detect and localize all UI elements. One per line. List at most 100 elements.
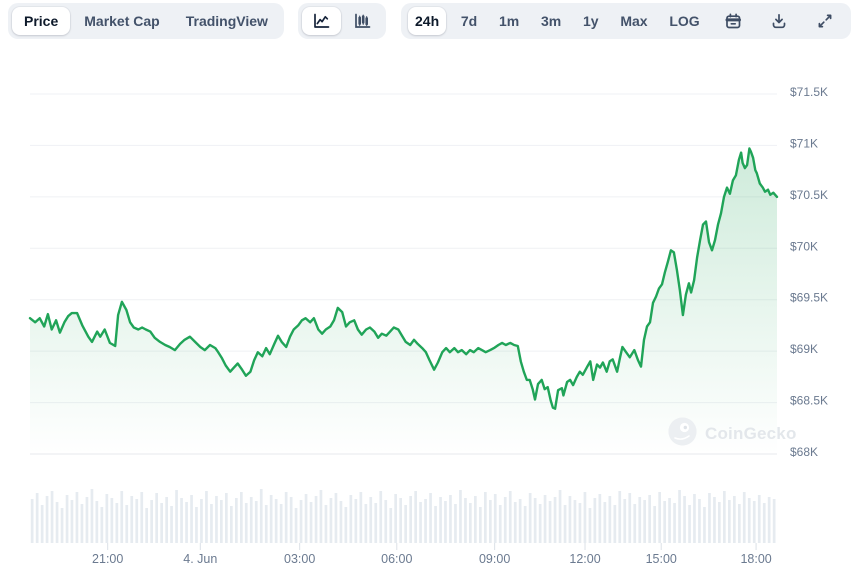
price-area-path [30,148,777,454]
volume-bar [329,498,333,543]
volume-bar [95,501,99,543]
volume-bar [424,499,427,543]
volume-bar [50,491,54,543]
volume-bar [693,494,696,543]
volume-bar [623,499,627,543]
volume-bar [563,505,567,543]
volume-bar [364,504,368,543]
volume-bar [598,494,602,543]
x-axis-label: 12:00 [569,552,600,566]
volume-bar [170,506,173,543]
volume-bar [384,500,388,543]
volume-bar [105,494,109,543]
volume-bar [459,490,462,543]
volume-bar [284,492,288,543]
volume-bar [414,491,417,543]
volume-bar [269,495,273,543]
volume-bar [653,506,656,543]
y-axis-label: $68.5K [790,394,828,408]
volume-bar [484,492,487,543]
volume-bar [703,507,706,543]
volume-bar [55,502,59,543]
date-range-button[interactable] [714,7,752,35]
range-max-button[interactable]: Max [613,7,654,35]
volume-bar [339,501,343,543]
candlestick-chart-button[interactable] [343,7,382,35]
volume-bar [718,502,721,543]
candlestick-chart-icon [352,11,373,31]
volume-bar [145,508,148,543]
volume-bar [120,491,124,543]
volume-bar [643,500,646,543]
volume-bar [464,498,467,543]
range-1m-button[interactable]: 1m [492,7,526,35]
volume-bar [683,496,686,543]
y-axis-label: $70K [790,239,818,253]
volume-bar [568,496,572,543]
volume-bar [688,505,691,543]
volume-bar [379,491,383,543]
tab-tradingview[interactable]: TradingView [174,7,280,35]
volume-bar [752,501,756,543]
download-chart-button[interactable] [760,7,798,35]
volume-bar [618,491,622,543]
volume-bar [200,499,203,543]
range-24h-button[interactable]: 24h [408,7,447,35]
volume-bar [668,498,671,543]
volume-bar [434,506,437,543]
volume-bar [588,508,592,543]
volume-bar [319,490,323,543]
volume-bar [747,498,751,543]
volume-bar [175,490,178,543]
x-axis-label: 18:00 [740,552,771,566]
tab-price[interactable]: Price [12,7,71,35]
volume-bars [30,489,776,543]
volume-bar [334,493,338,543]
volume-bar [135,499,139,543]
volume-bar [518,499,522,543]
range-7d-button[interactable]: 7d [454,7,484,35]
line-chart-button[interactable] [301,7,341,35]
volume-bar [409,496,412,543]
volume-bar [225,493,228,543]
volume-bar [314,496,318,543]
volume-bar [404,505,407,543]
log-scale-button[interactable]: LOG [662,7,706,35]
volume-bar [608,496,612,543]
volume-bar [638,497,642,543]
volume-bar [235,498,238,543]
tab-market-cap[interactable]: Market Cap [72,7,171,35]
y-axis-label: $70.5K [790,188,828,202]
volume-bar [369,497,373,543]
download-icon [769,11,789,31]
volume-bar [573,500,577,543]
fullscreen-button[interactable] [806,7,844,35]
volume-bar [628,493,632,543]
volume-bar [289,497,293,543]
volume-bar [738,504,741,543]
volume-bar [150,500,153,543]
volume-bar [195,507,198,543]
volume-bar [359,492,363,543]
volume-bar [254,501,258,543]
volume-bar [389,508,393,543]
volume-bar [663,501,666,543]
volume-bar [45,496,49,543]
volume-bar [374,503,378,543]
volume-bar [304,494,308,543]
volume-bar [648,495,651,543]
volume-bar [394,494,397,543]
x-axis-label: 06:00 [381,552,412,566]
volume-bar [190,495,193,543]
range-1y-button[interactable]: 1y [576,7,606,35]
volume-bar [742,492,746,543]
volume-bar [220,500,223,543]
volume-bar [439,497,442,543]
volume-bar [40,505,44,543]
range-3m-button[interactable]: 3m [534,7,568,35]
volume-bar [548,501,552,543]
volume-bar [613,505,617,543]
volume-bar [130,496,134,543]
volume-bar [60,508,64,543]
